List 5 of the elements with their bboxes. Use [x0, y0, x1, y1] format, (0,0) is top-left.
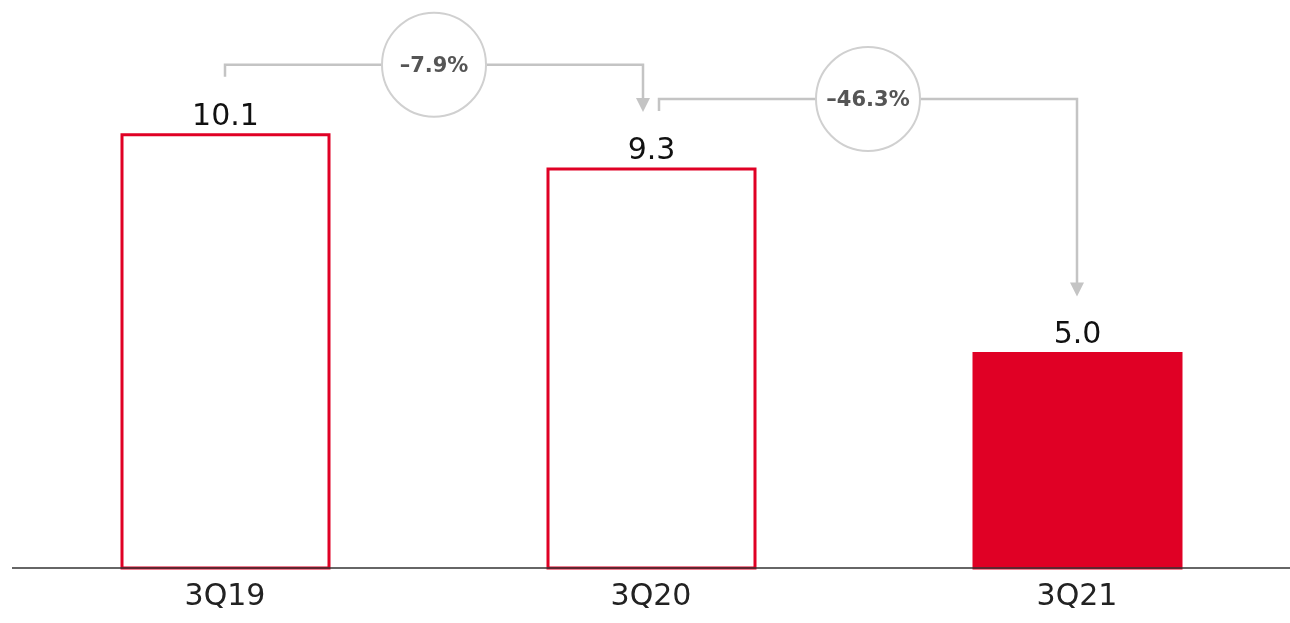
text: –46.3%	[826, 86, 910, 111]
data-label: 9.3	[627, 130, 676, 166]
data-label: 10.1	[192, 96, 259, 132]
data-label: 5.0	[1053, 315, 1102, 351]
text: –7.9%	[399, 52, 469, 77]
